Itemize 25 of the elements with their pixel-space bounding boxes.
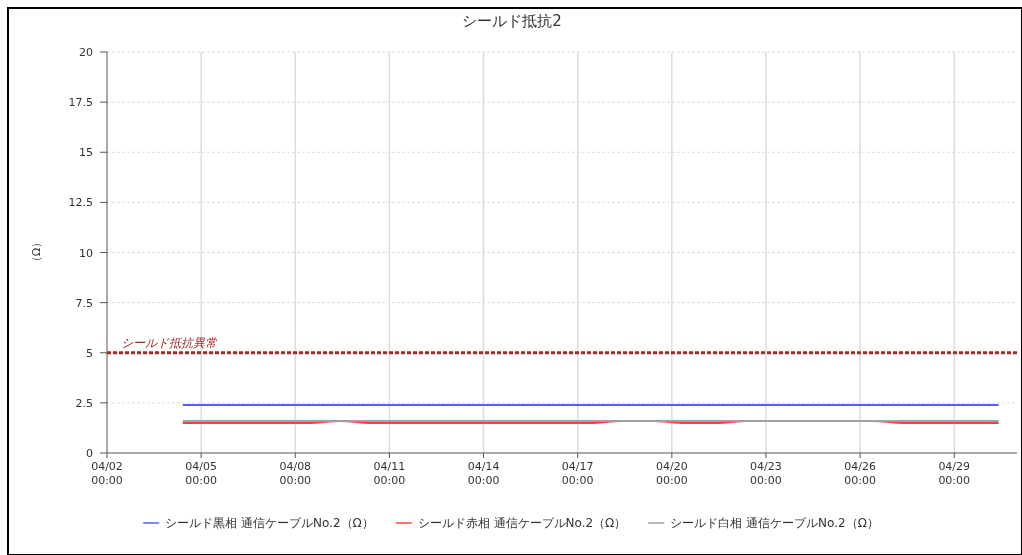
y-tick-label: 5 [86, 346, 93, 360]
x-tick-label: 04/02 00:00 [91, 460, 123, 487]
x-tick-label: 04/17 00:00 [561, 460, 594, 487]
x-tick-label: 04/23 00:00 [750, 460, 782, 487]
y-tick-label: 2.5 [75, 396, 93, 410]
x-tick-label: 04/08 00:00 [279, 460, 312, 487]
y-tick-label: 7.5 [75, 296, 93, 310]
x-tick-label: 04/11 00:00 [373, 460, 406, 487]
y-tick-label: 10 [79, 246, 93, 260]
x-tick-label: 04/14 00:00 [467, 460, 500, 487]
x-tick-label: 04/29 00:00 [938, 460, 971, 487]
x-tick-label: 04/20 00:00 [655, 460, 688, 487]
y-tick-label: 0 [86, 447, 93, 460]
legend-label: シールド白相 通信ケーブルNo.2（Ω） [670, 516, 879, 530]
y-tick-label: 20 [79, 46, 93, 59]
chart-title: シールド抵抗2 [462, 12, 562, 30]
y-tick-label: 17.5 [68, 96, 93, 110]
x-tick-label: 04/26 00:00 [844, 460, 876, 487]
legend-label: シールド赤相 通信ケーブルNo.2（Ω） [417, 516, 627, 530]
legend-label: シールド黒相 通信ケーブルNo.2（Ω） [165, 516, 374, 530]
y-tick-label: 12.5 [68, 196, 93, 210]
ref-line-label: シールド抵抗異常 [121, 335, 218, 350]
y-axis-title: （Ω） [30, 236, 43, 268]
y-tick-label: 15 [79, 146, 93, 160]
x-tick-label: 04/05 00:00 [185, 460, 217, 487]
